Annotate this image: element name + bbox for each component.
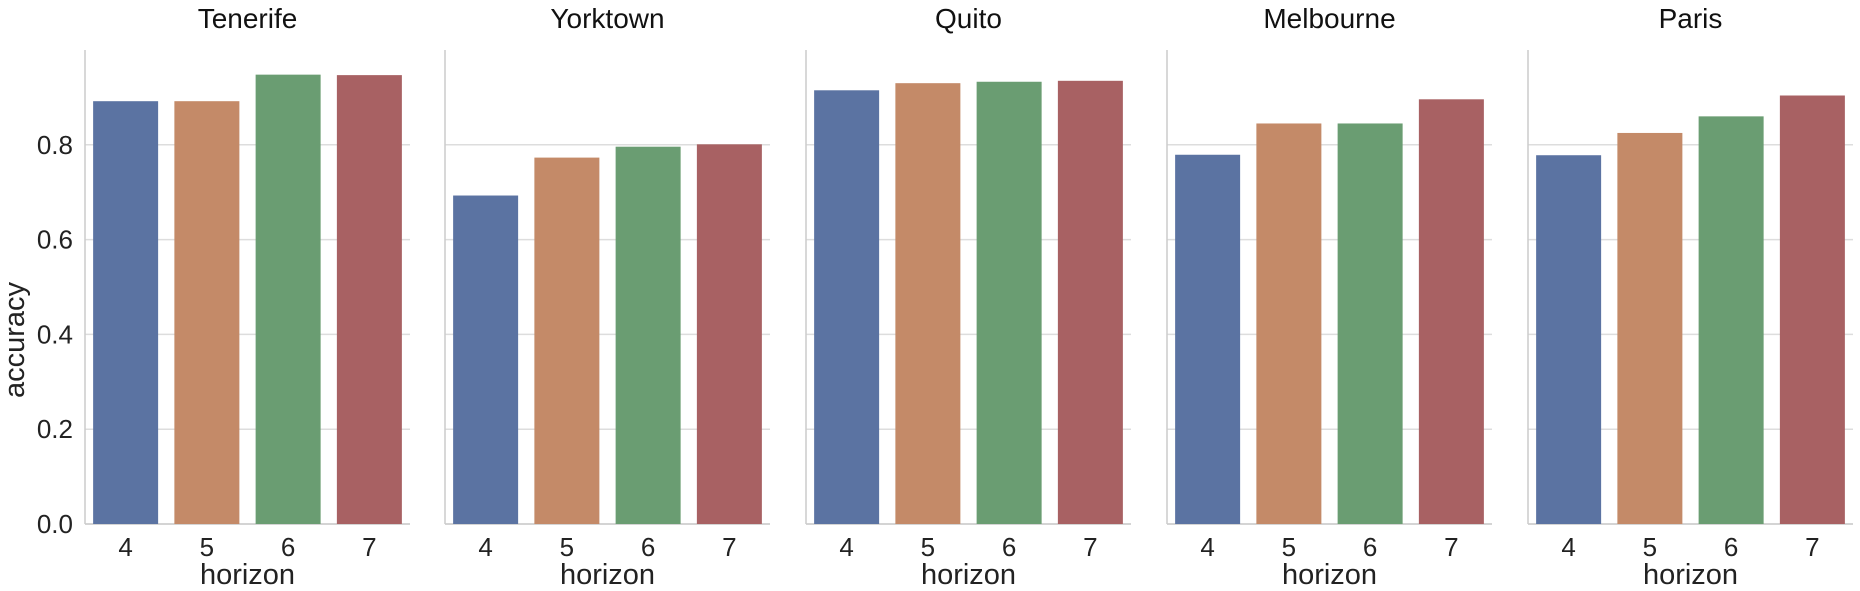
x-tick-label: 6 (1363, 532, 1377, 562)
x-tick-label: 6 (1002, 532, 1016, 562)
x-tick-label: 6 (281, 532, 295, 562)
x-tick-label: 5 (200, 532, 214, 562)
x-tick-label: 5 (1643, 532, 1657, 562)
panel-quito: 4 5 6 7 Quito horizon (805, 3, 1131, 591)
bar-tenerife-4 (93, 101, 159, 524)
bar-melbourne-7 (1418, 99, 1484, 525)
x-tick-label: 5 (921, 532, 935, 562)
x-axis-label: horizon (1643, 559, 1738, 591)
x-axis-label: horizon (921, 559, 1016, 591)
x-tick-label: 6 (641, 532, 655, 562)
x-tick-label: 7 (722, 532, 736, 562)
y-tick-label: 0.6 (37, 225, 73, 255)
panel-title: Paris (1659, 3, 1723, 34)
x-tick-label: 7 (1805, 532, 1819, 562)
x-tick-label: 4 (1200, 532, 1214, 562)
bar-tenerife-5 (174, 101, 240, 524)
x-axis-label: horizon (200, 559, 295, 591)
bar-paris-5 (1617, 132, 1683, 524)
x-tick-label: 5 (560, 532, 574, 562)
panel-title: Tenerife (198, 3, 298, 34)
bar-paris-7 (1779, 95, 1845, 524)
y-tick-label: 0.2 (37, 414, 73, 444)
bar-melbourne-4 (1175, 154, 1241, 524)
x-axis-label: horizon (1282, 559, 1377, 591)
x-tick-label: 7 (362, 532, 376, 562)
y-axis-label: accuracy (0, 281, 31, 398)
panel-yorktown: 4 5 6 7 Yorktown horizon (444, 3, 770, 591)
x-tick-label: 4 (118, 532, 132, 562)
bar-tenerife-7 (336, 75, 402, 524)
x-axis-label: horizon (560, 559, 655, 591)
panel-title: Yorktown (550, 3, 664, 34)
bar-yorktown-6 (615, 146, 681, 525)
bar-quito-5 (895, 83, 961, 525)
x-tick-label: 7 (1444, 532, 1458, 562)
x-tick-label: 4 (478, 532, 492, 562)
bar-quito-6 (976, 81, 1042, 525)
y-tick-label: 0.8 (37, 130, 73, 160)
x-tick-label: 4 (839, 532, 853, 562)
bar-yorktown-7 (696, 144, 762, 525)
y-tick-label: 0.0 (37, 509, 73, 539)
bar-quito-7 (1057, 80, 1123, 524)
panel-tenerife: 4 5 6 7 Tenerife horizon 0.0 0.2 0.4 0.6 0.8 (37, 3, 410, 591)
panel-title: Melbourne (1263, 3, 1395, 34)
y-tick-label: 0.4 (37, 319, 73, 349)
bar-yorktown-4 (453, 195, 519, 524)
bar-melbourne-6 (1337, 123, 1403, 524)
bar-quito-4 (814, 90, 880, 524)
x-tick-label: 7 (1083, 532, 1097, 562)
bar-melbourne-5 (1256, 123, 1322, 524)
bar-paris-6 (1698, 116, 1764, 525)
bar-paris-4 (1536, 155, 1602, 524)
panel-melbourne: 4 5 6 7 Melbourne horizon (1166, 3, 1492, 591)
bar-tenerife-6 (255, 74, 321, 524)
x-tick-label: 6 (1724, 532, 1738, 562)
x-tick-label: 4 (1561, 532, 1575, 562)
panel-paris: 4 5 6 7 Paris horizon (1527, 3, 1853, 591)
x-tick-label: 5 (1282, 532, 1296, 562)
panel-title: Quito (935, 3, 1002, 34)
bar-yorktown-5 (534, 157, 600, 524)
